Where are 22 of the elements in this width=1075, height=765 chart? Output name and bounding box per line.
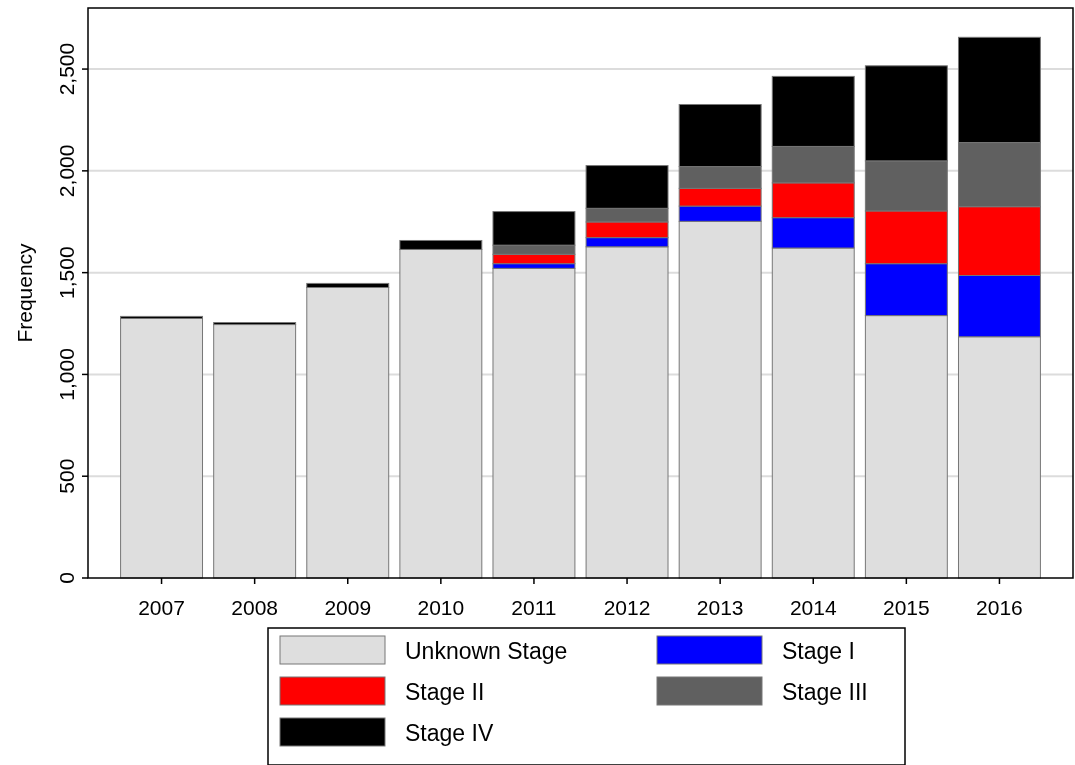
y-tick-label: 0 xyxy=(55,572,78,584)
x-tick-label: 2014 xyxy=(789,596,837,619)
legend-label: Stage IV xyxy=(405,720,494,746)
y-tick-label: 2,000 xyxy=(55,144,78,198)
x-tick-label: 2012 xyxy=(603,596,651,619)
x-tick-label: 2015 xyxy=(882,596,930,619)
legend-label: Stage III xyxy=(782,679,868,705)
x-tick-label: 2016 xyxy=(976,596,1023,619)
y-tick-label: 1,000 xyxy=(55,348,78,401)
x-tick-label: 2013 xyxy=(696,596,744,619)
legend-label: Stage II xyxy=(405,679,485,705)
y-tick-label: 500 xyxy=(55,458,78,494)
x-tick-label: 2008 xyxy=(231,596,279,619)
x-tick-label: 2010 xyxy=(417,596,465,619)
y-axis-title: Frequency xyxy=(13,242,36,343)
y-tick-label: 1,500 xyxy=(55,246,78,299)
x-tick-label: 2011 xyxy=(511,596,557,619)
legend-label: Stage I xyxy=(782,638,855,664)
y-tick-label: 2,500 xyxy=(55,42,78,96)
x-tick-label: 2007 xyxy=(138,596,185,619)
legend-label: Unknown Stage xyxy=(405,638,568,664)
x-tick-label: 2009 xyxy=(324,596,372,619)
